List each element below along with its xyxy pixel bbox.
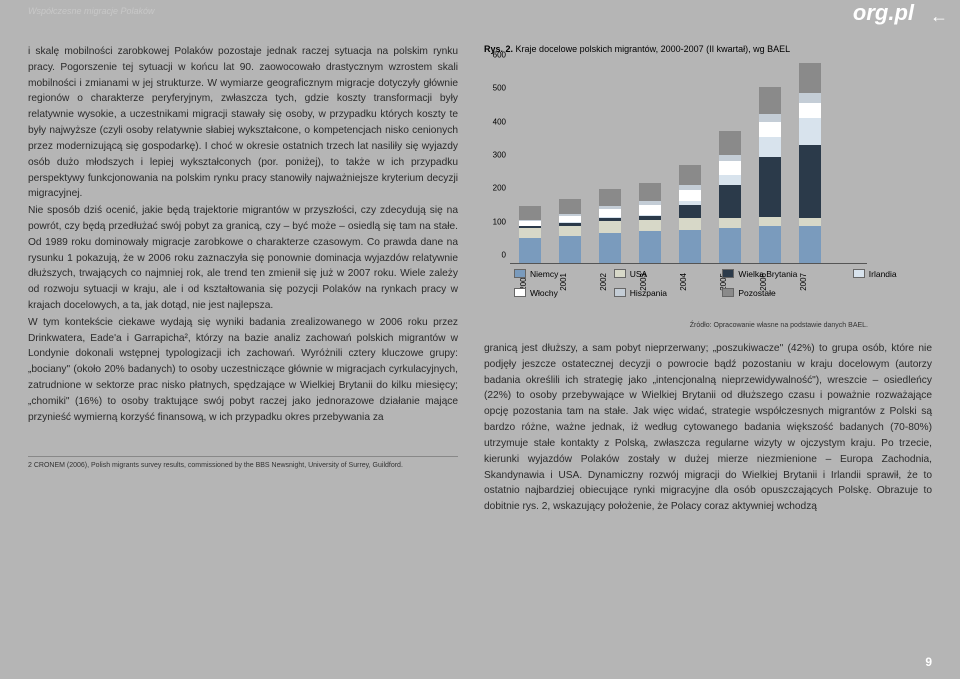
bar-segment — [719, 161, 741, 174]
header-ghost-text: Współczesne migracje Polaków — [28, 6, 155, 16]
bar-segment — [799, 218, 821, 226]
bar-segment — [719, 155, 741, 162]
legend-label: Irlandia — [869, 269, 897, 279]
legend-swatch — [614, 269, 626, 278]
bar-segment — [679, 165, 701, 185]
bar-segment — [559, 226, 581, 237]
bar-segment — [639, 220, 661, 232]
stacked-bar-chart: 0100200300400500600 20002001200220032004… — [484, 64, 932, 294]
legend-item: Wielka Brytania — [722, 266, 832, 281]
legend-swatch — [722, 288, 734, 297]
legend-label: Włochy — [530, 288, 558, 298]
bar-segment — [599, 233, 621, 263]
legend-swatch — [722, 269, 734, 278]
y-tick-label: 100 — [493, 217, 506, 226]
bar-segment — [559, 216, 581, 223]
bar-segment — [759, 122, 781, 137]
bar-segment — [799, 118, 821, 145]
bar-segment — [679, 205, 701, 218]
bar-segment — [559, 199, 581, 214]
bar: 2002 — [599, 189, 621, 263]
legend-swatch — [853, 269, 865, 278]
content-area: i skalę mobilności zarobkowej Polaków po… — [28, 44, 932, 643]
footnote: 2 CRONEM (2006), Polish migrants survey … — [28, 456, 458, 472]
legend-swatch — [514, 288, 526, 297]
right-column: Rys. 2. Kraje docelowe polskich migrantó… — [484, 44, 932, 643]
bar-segment — [759, 226, 781, 263]
bar-segment — [559, 236, 581, 263]
legend-item: Pozostałe — [722, 285, 832, 300]
figure-caption: Rys. 2. Kraje docelowe polskich migrantó… — [484, 44, 932, 54]
page-number: 9 — [925, 655, 932, 669]
bar-segment — [759, 114, 781, 122]
bar-segment — [519, 206, 541, 219]
bar: 2004 — [679, 165, 701, 263]
body-paragraph: Nie sposób dziś ocenić, jakie będą traje… — [28, 203, 458, 314]
bar: 2006 — [759, 87, 781, 263]
site-logo: org.pl — [853, 0, 914, 26]
right-body-text: granicą jest dłuższy, a sam pobyt nieprz… — [484, 341, 932, 515]
bar-segment — [679, 218, 701, 230]
bar-segment — [759, 217, 781, 226]
bar-segment — [759, 137, 781, 157]
bar-segment — [719, 185, 741, 218]
y-tick-label: 200 — [493, 184, 506, 193]
bar-segment — [599, 221, 621, 233]
bar-segment — [759, 87, 781, 114]
bar: 2001 — [559, 199, 581, 263]
bar-segment — [599, 209, 621, 217]
bar-segment — [759, 157, 781, 217]
plot-area: 2000 2001 2002 2003 2004 2005 2006 2007 — [510, 64, 867, 264]
bar-segment — [679, 190, 701, 202]
bar-segment — [799, 226, 821, 263]
body-paragraph: W tym kontekście ciekawe wydają się wyni… — [28, 315, 458, 426]
legend-label: Niemcy — [530, 269, 558, 279]
arrow-back-icon[interactable]: ← — [930, 6, 948, 27]
legend-item: Irlandia — [853, 266, 932, 281]
figure-caption-text: Kraje docelowe polskich migrantów, 2000-… — [516, 44, 791, 54]
body-paragraph: i skalę mobilności zarobkowej Polaków po… — [28, 44, 458, 202]
legend-label: Pozostałe — [738, 288, 775, 298]
bar-segment — [639, 205, 661, 215]
y-tick-label: 500 — [493, 84, 506, 93]
bar-segment — [799, 103, 821, 118]
left-column: i skalę mobilności zarobkowej Polaków po… — [28, 44, 458, 643]
legend-label: Wielka Brytania — [738, 269, 797, 279]
y-tick-label: 600 — [493, 51, 506, 60]
bar-segment — [799, 63, 821, 93]
bar-segment — [599, 189, 621, 206]
bar: 2000 — [519, 206, 541, 263]
bar-segment — [519, 228, 541, 238]
bar-segment — [639, 183, 661, 201]
bar: 2007 — [799, 63, 821, 263]
legend-item: Hiszpania — [614, 285, 703, 300]
bar-segment — [719, 131, 741, 154]
legend-label: USA — [630, 269, 647, 279]
bar-segment — [519, 238, 541, 263]
y-tick-label: 400 — [493, 117, 506, 126]
y-axis: 0100200300400500600 — [484, 64, 508, 264]
bar: 2005 — [719, 131, 741, 263]
legend-swatch — [514, 269, 526, 278]
chart-legend: Niemcy USA Wielka Brytania Irlandia Włochy Hi… — [514, 266, 932, 300]
bar-segment — [799, 145, 821, 218]
legend-item: Niemcy — [514, 266, 594, 281]
bar: 2003 — [639, 183, 661, 263]
y-tick-label: 300 — [493, 151, 506, 160]
legend-swatch — [614, 288, 626, 297]
bar-segment — [719, 175, 741, 185]
legend-label: Hiszpania — [630, 288, 667, 298]
bar-segment — [719, 218, 741, 228]
bar-segment — [799, 93, 821, 103]
y-tick-label: 0 — [502, 251, 506, 260]
legend-item: USA — [614, 266, 703, 281]
legend-item: Włochy — [514, 285, 594, 300]
bar-segment — [639, 231, 661, 263]
chart-source: Źródło: Opracowanie własne na podstawie … — [484, 322, 868, 329]
bar-segment — [719, 228, 741, 263]
bar-segment — [679, 230, 701, 263]
